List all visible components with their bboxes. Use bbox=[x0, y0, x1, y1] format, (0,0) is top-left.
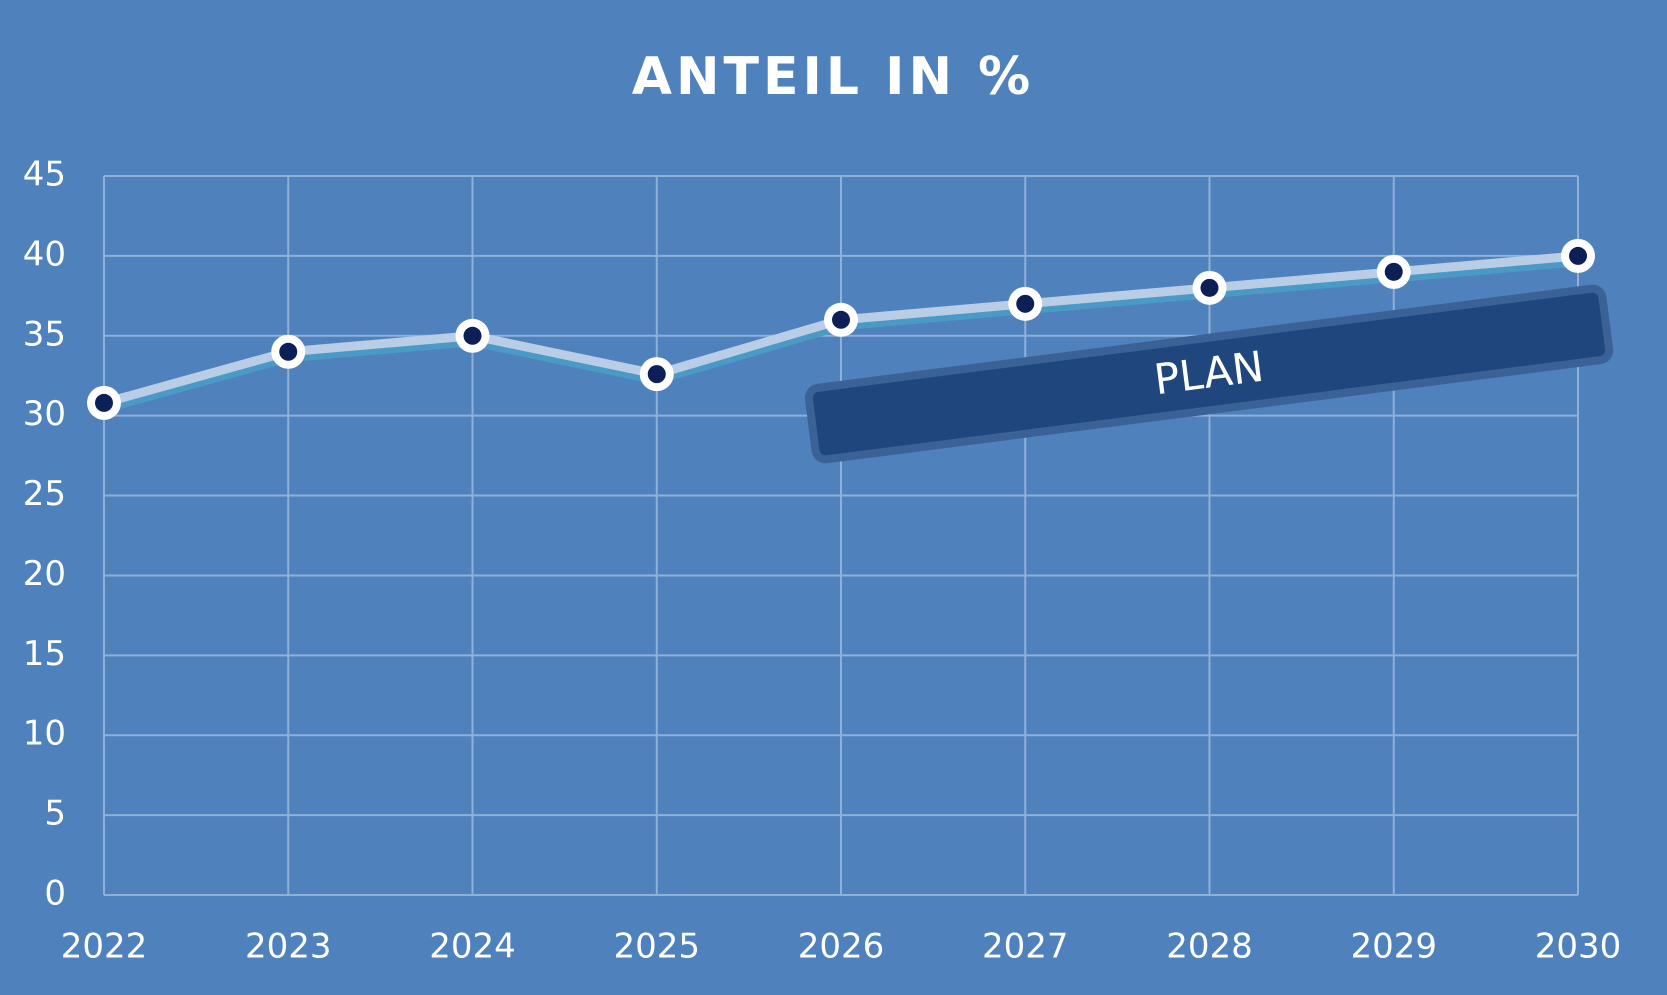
y-tick-label: 5 bbox=[44, 794, 66, 834]
marker bbox=[832, 310, 850, 329]
y-tick-label: 25 bbox=[23, 474, 66, 514]
y-tick-label: 30 bbox=[23, 394, 66, 434]
x-tick-label: 2028 bbox=[1166, 927, 1253, 967]
y-tick-label: 10 bbox=[23, 714, 66, 754]
x-tick-label: 2029 bbox=[1350, 927, 1437, 967]
y-tick-label: 20 bbox=[23, 554, 66, 594]
x-tick-label: 2030 bbox=[1535, 927, 1622, 967]
x-tick-label: 2022 bbox=[61, 927, 148, 967]
y-tick-label: 0 bbox=[44, 874, 66, 914]
y-tick-label: 40 bbox=[23, 234, 66, 274]
marker bbox=[1200, 278, 1219, 297]
marker bbox=[463, 326, 482, 345]
x-tick-label: 2025 bbox=[613, 927, 700, 967]
x-tick-label: 2026 bbox=[798, 927, 885, 967]
x-tick-label: 2024 bbox=[429, 927, 516, 967]
marker bbox=[279, 342, 298, 361]
y-tick-label: 45 bbox=[23, 155, 66, 195]
plan-box bbox=[804, 284, 1614, 464]
marker bbox=[95, 393, 113, 412]
y-tick-label: 15 bbox=[23, 634, 66, 674]
x-tick-label: 2027 bbox=[982, 927, 1069, 967]
plan-banner: PLAN bbox=[804, 284, 1614, 464]
x-tick-label: 2023 bbox=[245, 927, 332, 967]
marker bbox=[1016, 294, 1035, 313]
marker bbox=[1569, 246, 1587, 265]
chart-title: ANTEIL IN % bbox=[632, 47, 1034, 107]
marker bbox=[1384, 262, 1403, 281]
marker bbox=[647, 365, 666, 384]
y-tick-label: 35 bbox=[23, 314, 66, 354]
